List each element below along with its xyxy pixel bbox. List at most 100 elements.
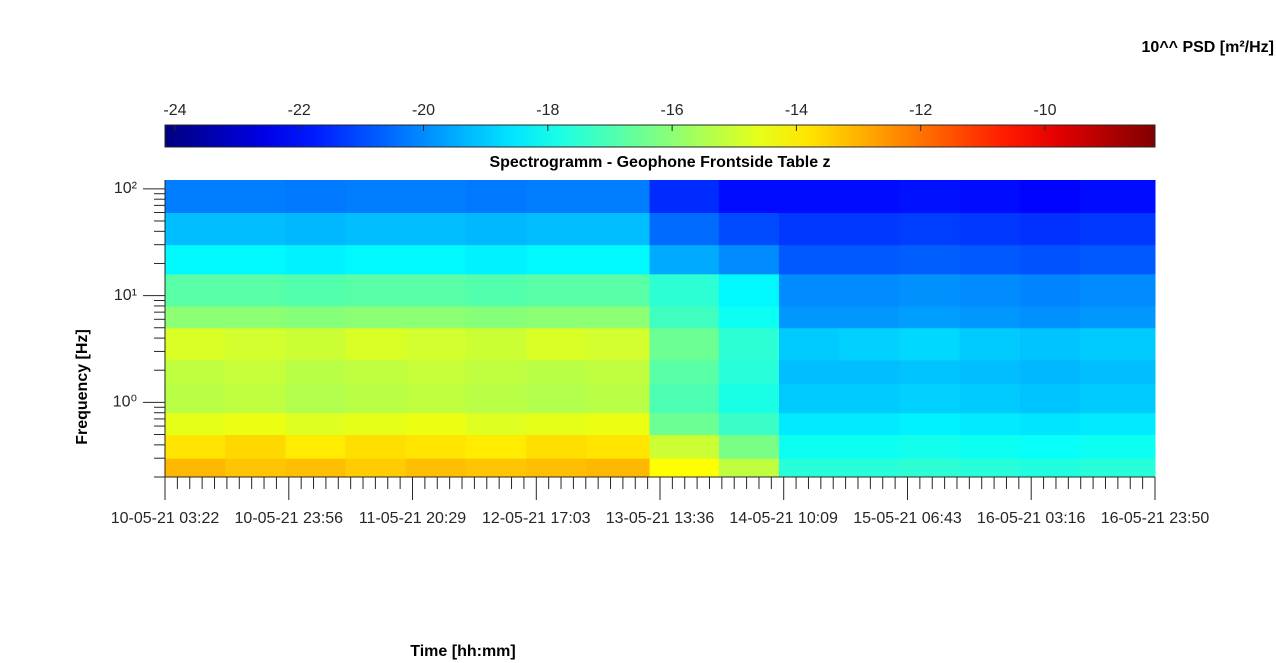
spectrogram-cell bbox=[778, 359, 840, 385]
spectrogram-cell bbox=[839, 359, 900, 385]
spectrogram-cell bbox=[1019, 273, 1081, 307]
spectrogram-cell bbox=[586, 212, 651, 246]
spectrogram-cell bbox=[718, 458, 780, 478]
spectrogram-cell bbox=[225, 383, 286, 414]
spectrogram-cell bbox=[526, 434, 587, 459]
spectrogram-cell bbox=[959, 180, 1021, 214]
spectrogram-cell bbox=[285, 458, 347, 478]
spectrogram-cell bbox=[959, 212, 1021, 246]
spectrogram-cell bbox=[1079, 244, 1156, 275]
spectrogram-cell bbox=[526, 180, 587, 214]
spectrogram-cell bbox=[526, 212, 587, 246]
x-tick-label: 10-05-21 23:56 bbox=[235, 510, 344, 527]
spectrogram-cell bbox=[225, 412, 286, 436]
spectrogram-cell bbox=[778, 212, 840, 246]
spectrogram-cell bbox=[405, 180, 467, 214]
y-axis-label: Frequency [Hz] bbox=[74, 329, 91, 445]
spectrogram-cell bbox=[1019, 412, 1081, 436]
spectrogram-cell bbox=[1019, 212, 1081, 246]
spectrogram-cell bbox=[1019, 244, 1081, 275]
spectrogram-cell bbox=[225, 273, 286, 307]
spectrogram-cell bbox=[526, 305, 587, 329]
spectrogram-cell bbox=[1079, 412, 1156, 436]
spectrogram-cell bbox=[899, 305, 961, 329]
spectrogram-cell bbox=[649, 327, 720, 361]
spectrogram-cell bbox=[586, 434, 651, 459]
spectrogram-cell bbox=[649, 434, 720, 459]
spectrogram-cell bbox=[345, 273, 407, 307]
spectrogram-cell bbox=[285, 327, 347, 361]
spectrogram-cell bbox=[225, 359, 286, 385]
spectrogram-cell bbox=[225, 305, 286, 329]
x-tick-label: 16-05-21 03:16 bbox=[977, 510, 1086, 527]
spectrogram-cell bbox=[405, 327, 467, 361]
spectrogram-cell bbox=[465, 359, 527, 385]
spectrogram-cell bbox=[778, 327, 840, 361]
spectrogram-cell bbox=[718, 305, 780, 329]
spectrogram-cell bbox=[778, 273, 840, 307]
x-tick-label: 11-05-21 20:29 bbox=[359, 510, 466, 527]
spectrogram-cell bbox=[586, 273, 651, 307]
spectrogram-cell bbox=[405, 383, 467, 414]
spectrogram-cell bbox=[718, 273, 780, 307]
spectrogram-cell bbox=[899, 244, 961, 275]
spectrogram-cell bbox=[778, 383, 840, 414]
spectrogram-cell bbox=[649, 212, 720, 246]
spectrogram-cell bbox=[718, 244, 780, 275]
spectrogram-cell bbox=[1019, 383, 1081, 414]
spectrogram-cell bbox=[465, 273, 527, 307]
spectrogram-cell bbox=[778, 412, 840, 436]
spectrogram-cell bbox=[1019, 180, 1081, 214]
colorbar bbox=[164, 124, 1156, 148]
y-tick-label: 10¹ bbox=[114, 287, 137, 304]
spectrogram-cell bbox=[586, 359, 651, 385]
spectrogram-cell bbox=[1079, 327, 1156, 361]
spectrogram-cell bbox=[649, 412, 720, 436]
spectrogram-cell bbox=[405, 458, 467, 478]
spectrogram-cell bbox=[778, 458, 840, 478]
spectrogram-cell bbox=[718, 383, 780, 414]
spectrogram-cell bbox=[959, 244, 1021, 275]
spectrogram-cell bbox=[1079, 305, 1156, 329]
spectrogram-cell bbox=[899, 458, 961, 478]
spectrogram-cell bbox=[465, 412, 527, 436]
spectrogram-cell bbox=[839, 458, 900, 478]
spectrogram-cell bbox=[899, 383, 961, 414]
spectrogram-cell bbox=[839, 305, 900, 329]
colorbar-tick-label: -22 bbox=[288, 102, 311, 119]
spectrogram-cell bbox=[649, 383, 720, 414]
spectrogram-cell bbox=[465, 383, 527, 414]
spectrogram-cell bbox=[839, 327, 900, 361]
spectrogram-cell bbox=[586, 327, 651, 361]
spectrogram-cell bbox=[465, 305, 527, 329]
spectrogram-cell bbox=[649, 273, 720, 307]
spectrogram-cell bbox=[899, 180, 961, 214]
spectrogram-cell bbox=[165, 383, 226, 414]
spectrogram-cell bbox=[526, 327, 587, 361]
spectrogram-cell bbox=[165, 244, 226, 275]
spectrogram-cell bbox=[649, 305, 720, 329]
spectrogram-cell bbox=[465, 180, 527, 214]
spectrogram-cell bbox=[649, 180, 720, 214]
spectrogram-cell bbox=[285, 412, 347, 436]
spectrogram-cell bbox=[586, 412, 651, 436]
spectrogram-cell bbox=[345, 212, 407, 246]
x-tick-label: 10-05-21 03:22 bbox=[111, 510, 220, 527]
spectrogram-cell bbox=[165, 180, 226, 214]
spectrogram-cell bbox=[1079, 359, 1156, 385]
spectrogram-cell bbox=[405, 273, 467, 307]
spectrogram-cell bbox=[345, 244, 407, 275]
spectrogram-cell bbox=[465, 458, 527, 478]
spectrogram-cell bbox=[839, 244, 900, 275]
spectrogram-cell bbox=[839, 383, 900, 414]
spectrogram-cell bbox=[165, 412, 226, 436]
spectrogram-cell bbox=[526, 273, 587, 307]
spectrogram-cell bbox=[839, 180, 900, 214]
spectrogram-cell bbox=[586, 244, 651, 275]
spectrogram-cell bbox=[959, 327, 1021, 361]
spectrogram-cell bbox=[718, 212, 780, 246]
colorbar-tick-label: -12 bbox=[909, 102, 932, 119]
spectrogram-cell bbox=[465, 327, 527, 361]
colorbar-tick-label: -18 bbox=[536, 102, 559, 119]
